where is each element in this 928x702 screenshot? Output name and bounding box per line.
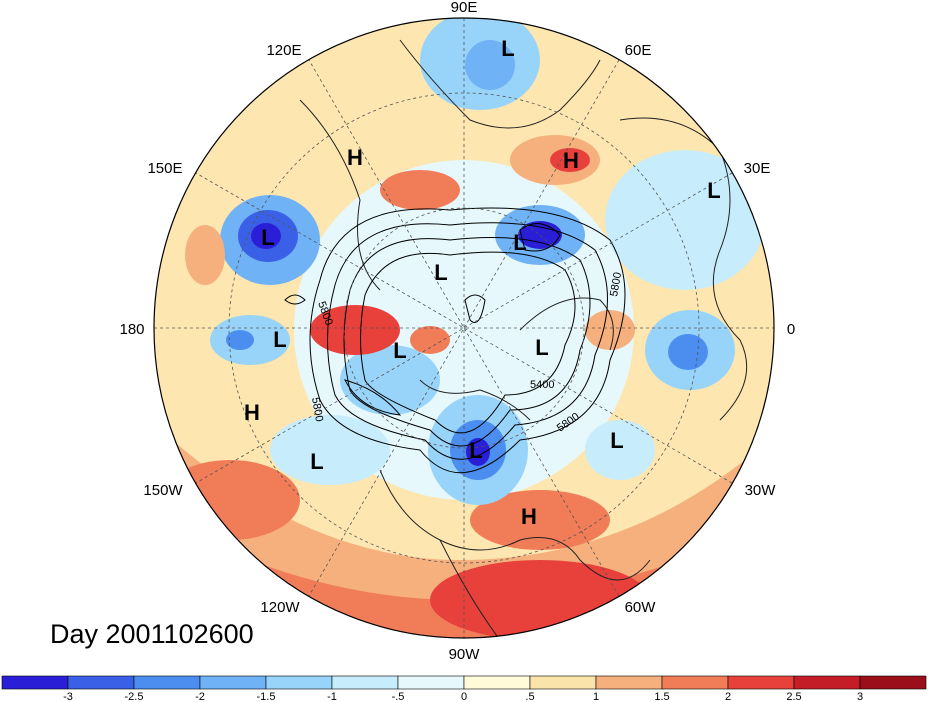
lon-label-150e: 150E <box>147 160 182 177</box>
colorbar-swatch <box>463 675 531 690</box>
pressure-center-label: L <box>273 327 286 352</box>
lon-label-180: 180 <box>119 321 144 338</box>
contour-label: 5400 <box>530 379 554 391</box>
pressure-center-label: L <box>707 178 720 203</box>
colorbar-tick-label: 1.5 <box>654 691 669 702</box>
pressure-center-label: H <box>521 504 537 529</box>
lon-label-0: 0 <box>787 321 795 338</box>
pressure-center-label: H <box>244 400 260 425</box>
lon-label-60e: 60E <box>625 42 652 59</box>
lon-label-90e: 90E <box>451 0 478 16</box>
colorbar-tick-label: 3 <box>857 691 863 702</box>
colorbar-tick-label: 2 <box>725 691 731 702</box>
colorbar: -3 -2.5 -2 -1.5 -1 -.5 0 .5 1 1.5 2 2.5 3 <box>1 675 927 702</box>
lon-label-90w: 90W <box>449 646 481 663</box>
map-title: Day 2001102600 <box>50 619 254 649</box>
colorbar-swatch <box>265 675 333 690</box>
lon-label-30e: 30E <box>744 160 771 177</box>
pressure-center-label: H <box>347 145 363 170</box>
height-contours <box>284 207 626 474</box>
pressure-centers: L H H L L L L L L L H L L L H <box>244 36 721 529</box>
colorbar-tick-label: 0 <box>461 691 467 702</box>
colorbar-swatch <box>397 675 465 690</box>
colorbar-swatch <box>595 675 663 690</box>
contour-label: 5800 <box>309 396 325 422</box>
pressure-center-label: L <box>261 225 274 250</box>
pressure-center-label: L <box>610 428 623 453</box>
colorbar-tick-label: -.5 <box>392 691 405 702</box>
colorbar-swatch <box>661 675 729 690</box>
map-boundary <box>153 17 775 639</box>
colorbar-swatch <box>133 675 201 690</box>
colorbar-tick-label: 2.5 <box>786 691 801 702</box>
colorbar-swatch <box>529 675 597 690</box>
pressure-center-label: L <box>393 338 406 363</box>
pressure-center-label: L <box>434 260 447 285</box>
colorbar-tick-label: -3 <box>63 691 73 702</box>
colorbar-tick-label: -2 <box>195 691 205 702</box>
colorbar-tick-label: -1 <box>327 691 337 702</box>
colorbar-swatch <box>67 675 135 690</box>
colorbar-swatch <box>859 675 927 690</box>
colorbar-tick-label: 1 <box>593 691 599 702</box>
colorbar-tick-label: -1.5 <box>257 691 276 702</box>
colorbar-tick-label: .5 <box>525 691 534 702</box>
longitude-labels: 90E 60E 30E 0 30W 60W 90W 120W 150W 180 … <box>119 0 795 663</box>
lon-label-120e: 120E <box>266 42 301 59</box>
lat-lon-grid <box>154 18 774 638</box>
pressure-center-label: L <box>310 449 323 474</box>
coastlines <box>299 39 748 638</box>
pressure-center-label: L <box>535 335 548 360</box>
colorbar-swatch <box>793 675 861 690</box>
lon-label-120w: 120W <box>260 599 300 616</box>
contour-label: 5800 <box>608 271 624 297</box>
lon-label-150w: 150W <box>143 482 183 499</box>
colorbar-tick-label: -2.5 <box>125 691 144 702</box>
colorbar-swatch <box>1 675 69 690</box>
pressure-center-label: L <box>501 36 514 61</box>
lon-label-60w: 60W <box>625 599 657 616</box>
pressure-center-label: L <box>469 438 482 463</box>
lon-label-30w: 30W <box>745 482 777 499</box>
colorbar-swatch <box>727 675 795 690</box>
pressure-center-label: L <box>513 230 526 255</box>
pressure-center-label: H <box>563 148 579 173</box>
colorbar-swatch <box>199 675 267 690</box>
colorbar-swatch <box>331 675 399 690</box>
